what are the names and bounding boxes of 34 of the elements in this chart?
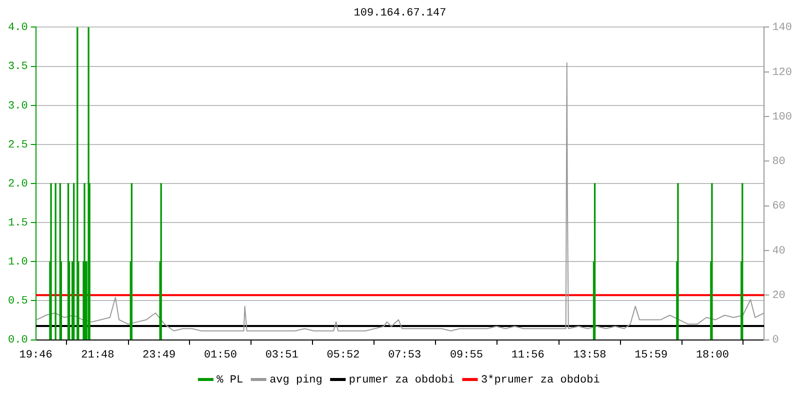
y2-tick-label: 80	[772, 156, 786, 168]
y-tick-label: 2.5	[8, 139, 28, 152]
chart-title: 109.164.67.147	[354, 8, 446, 20]
y2-tick-label: 20	[772, 290, 786, 302]
x-tick-label: 21:48	[81, 349, 114, 362]
x-tick-label: 23:49	[142, 349, 176, 362]
y-tick-label: 2.0	[8, 178, 28, 190]
y-tick-label: 3.5	[8, 61, 28, 74]
x-tick-label: 05:52	[326, 349, 360, 362]
y2-tick-label: 140	[772, 22, 792, 34]
x-tick-label: 07:53	[388, 349, 422, 362]
x-tick-label: 13:58	[573, 349, 606, 362]
legend-label: % PL	[216, 374, 244, 386]
x-tick-label: 18:00	[696, 349, 729, 362]
x-tick-label: 01:50	[204, 349, 237, 362]
x-tick-label: 09:55	[450, 349, 483, 362]
legend-label: prumer za obdobi	[348, 374, 455, 386]
y2-tick-label: 60	[772, 200, 786, 213]
y-tick-label: 0.5	[8, 296, 28, 308]
legend-label: 3*prumer za obdobi	[481, 374, 600, 386]
y-tick-label: 4.0	[8, 22, 28, 34]
y2-tick-label: 0	[772, 334, 779, 347]
x-tick-label: 03:51	[265, 349, 299, 362]
x-tick-label: 19:46	[19, 349, 52, 362]
y-tick-label: 3.0	[8, 100, 28, 112]
y2-tick-label: 120	[772, 66, 792, 79]
legend-label: avg ping	[270, 374, 322, 386]
x-tick-label: 11:56	[511, 349, 544, 362]
y-tick-label: 1.5	[8, 217, 28, 230]
y2-tick-label: 100	[772, 111, 792, 124]
y-tick-label: 0.0	[8, 334, 28, 347]
x-tick-label: 15:59	[634, 349, 668, 362]
y-tick-label: 1.0	[8, 256, 28, 269]
y2-tick-label: 40	[772, 245, 786, 258]
